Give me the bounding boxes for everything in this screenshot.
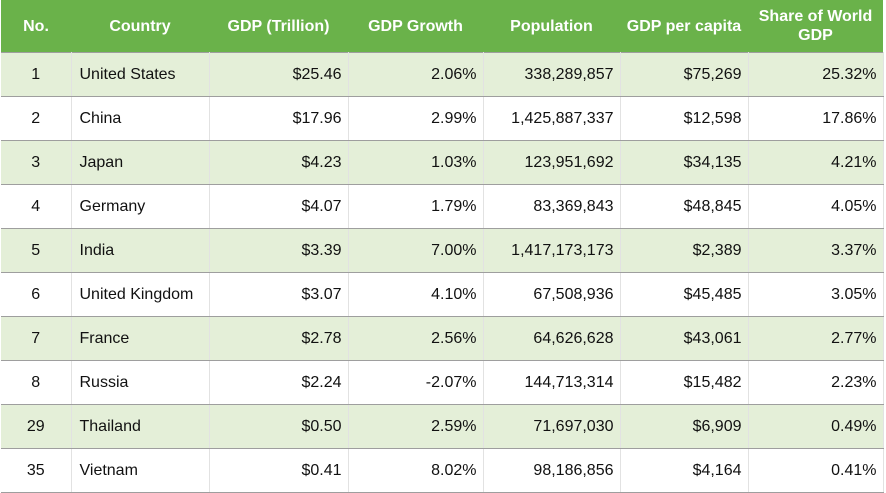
cell-no: 3 (1, 140, 72, 185)
cell-no: 7 (1, 316, 72, 361)
table-row: 8 Russia $2.24 -2.07% 144,713,314 $15,482 2.23… (1, 360, 884, 405)
cell-gdp-per-capita: $15,482 (619, 360, 749, 405)
header-population: Population (483, 0, 620, 53)
cell-population: 144,713,314 (482, 360, 621, 405)
cell-gdp-trillion: $0.41 (208, 448, 349, 493)
cell-no: 4 (1, 184, 72, 229)
cell-country: Vietnam (70, 448, 210, 493)
cell-gdp-trillion: $0.50 (208, 404, 349, 449)
cell-population: 123,951,692 (482, 140, 621, 185)
cell-gdp-growth: -2.07% (347, 360, 484, 405)
table-row: 7 France $2.78 2.56% 64,626,628 $43,061 2.77% (1, 316, 884, 361)
cell-population: 71,697,030 (482, 404, 621, 449)
cell-share-of-world-gdp: 0.41% (747, 448, 884, 493)
table-row: 35 Vietnam $0.41 8.02% 98,186,856 $4,164 0.41% (1, 448, 884, 493)
cell-share-of-world-gdp: 2.23% (747, 360, 884, 405)
header-gdp-growth: GDP Growth (348, 0, 483, 53)
header-no: No. (1, 0, 71, 53)
cell-gdp-growth: 2.99% (347, 96, 484, 141)
cell-no: 35 (1, 448, 72, 493)
cell-share-of-world-gdp: 3.37% (747, 228, 884, 273)
cell-gdp-trillion: $25.46 (208, 52, 349, 97)
cell-population: 338,289,857 (482, 52, 621, 97)
table-row: 6 United Kingdom $3.07 4.10% 67,508,936 $45,4… (1, 272, 884, 317)
cell-share-of-world-gdp: 25.32% (747, 52, 884, 97)
cell-no: 29 (1, 404, 72, 449)
cell-gdp-per-capita: $34,135 (619, 140, 749, 185)
cell-gdp-growth: 2.06% (347, 52, 484, 97)
cell-no: 8 (1, 360, 72, 405)
cell-gdp-growth: 1.03% (347, 140, 484, 185)
cell-gdp-per-capita: $6,909 (619, 404, 749, 449)
cell-gdp-per-capita: $2,389 (619, 228, 749, 273)
cell-gdp-per-capita: $45,485 (619, 272, 749, 317)
table-row: 29 Thailand $0.50 2.59% 71,697,030 $6,909 0.49… (1, 404, 884, 449)
cell-gdp-growth: 2.56% (347, 316, 484, 361)
cell-gdp-growth: 8.02% (347, 448, 484, 493)
cell-gdp-growth: 2.59% (347, 404, 484, 449)
cell-gdp-per-capita: $48,845 (619, 184, 749, 229)
cell-gdp-trillion: $2.78 (208, 316, 349, 361)
cell-gdp-trillion: $3.07 (208, 272, 349, 317)
cell-gdp-trillion: $17.96 (208, 96, 349, 141)
cell-country: France (70, 316, 210, 361)
cell-country: India (70, 228, 210, 273)
cell-gdp-trillion: $4.07 (208, 184, 349, 229)
cell-share-of-world-gdp: 4.05% (747, 184, 884, 229)
cell-country: Japan (70, 140, 210, 185)
cell-gdp-per-capita: $43,061 (619, 316, 749, 361)
cell-gdp-per-capita: $75,269 (619, 52, 749, 97)
cell-gdp-growth: 7.00% (347, 228, 484, 273)
table-row: 4 Germany $4.07 1.79% 83,369,843 $48,845 4.05% (1, 184, 884, 229)
cell-share-of-world-gdp: 4.21% (747, 140, 884, 185)
cell-population: 83,369,843 (482, 184, 621, 229)
cell-no: 2 (1, 96, 72, 141)
cell-share-of-world-gdp: 17.86% (747, 96, 884, 141)
cell-share-of-world-gdp: 0.49% (747, 404, 884, 449)
cell-population: 1,417,173,173 (482, 228, 621, 273)
cell-country: United Kingdom (70, 272, 210, 317)
table-body: 1 United States $25.46 2.06% 338,289,857 $75,… (1, 52, 884, 493)
table-row: 1 United States $25.46 2.06% 338,289,857 $75,… (1, 52, 884, 97)
cell-country: United States (70, 52, 210, 97)
cell-gdp-per-capita: $4,164 (619, 448, 749, 493)
cell-share-of-world-gdp: 3.05% (747, 272, 884, 317)
cell-gdp-trillion: $4.23 (208, 140, 349, 185)
cell-population: 64,626,628 (482, 316, 621, 361)
table-row: 2 China $17.96 2.99% 1,425,887,337 $12,598 17.… (1, 96, 884, 141)
cell-no: 6 (1, 272, 72, 317)
header-gdp-per-capita: GDP per capita (620, 0, 748, 53)
cell-country: Russia (70, 360, 210, 405)
header-share-of-world-gdp: Share of World GDP (748, 0, 883, 53)
cell-gdp-trillion: $2.24 (208, 360, 349, 405)
table-header: No. Country GDP (Trillion) GDP Growth Po… (1, 0, 883, 53)
header-gdp-trillion: GDP (Trillion) (209, 0, 348, 53)
cell-population: 98,186,856 (482, 448, 621, 493)
cell-no: 1 (1, 52, 72, 97)
table-row: 3 Japan $4.23 1.03% 123,951,692 $34,135 4.21% (1, 140, 884, 185)
cell-gdp-growth: 4.10% (347, 272, 484, 317)
cell-no: 5 (1, 228, 72, 273)
header-country: Country (71, 0, 209, 53)
cell-population: 67,508,936 (482, 272, 621, 317)
cell-country: Germany (70, 184, 210, 229)
cell-share-of-world-gdp: 2.77% (747, 316, 884, 361)
cell-population: 1,425,887,337 (482, 96, 621, 141)
cell-gdp-growth: 1.79% (347, 184, 484, 229)
cell-gdp-per-capita: $12,598 (619, 96, 749, 141)
header-row: No. Country GDP (Trillion) GDP Growth Po… (1, 0, 883, 53)
cell-country: Thailand (70, 404, 210, 449)
cell-country: China (70, 96, 210, 141)
table-row: 5 India $3.39 7.00% 1,417,173,173 $2,389 3.37% (1, 228, 884, 273)
cell-gdp-trillion: $3.39 (208, 228, 349, 273)
